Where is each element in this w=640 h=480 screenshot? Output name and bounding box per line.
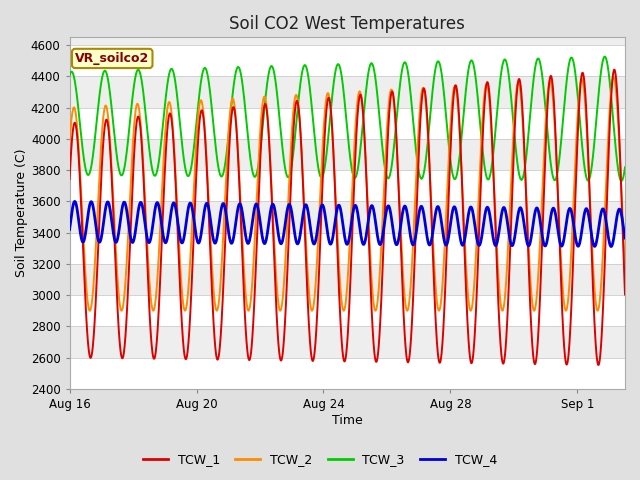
Bar [70,170,625,201]
Bar [70,264,625,295]
TCW_3 [503,61,511,67]
TCW_1 [321,129,329,135]
TCW_3 [621,165,629,170]
Bar [70,45,625,76]
TCW_1 [621,292,629,298]
TCW_4 [71,199,79,204]
Y-axis label: Soil Temperature (C): Soil Temperature (C) [15,149,28,277]
Bar [70,139,625,170]
TCW_2 [336,274,344,279]
TCW_2 [321,108,329,114]
TCW_3 [94,107,102,112]
TCW_4 [607,244,615,250]
Line: TCW_4: TCW_4 [70,202,625,247]
TCW_4 [321,213,329,218]
TCW_4 [94,237,102,242]
TCW_1 [503,324,511,330]
Line: TCW_1: TCW_1 [70,70,625,365]
TCW_3 [601,54,609,60]
TCW_3 [618,178,625,184]
Bar [70,358,625,389]
TCW_2 [372,308,380,313]
TCW_4 [503,218,511,224]
TCW_4 [605,237,612,243]
TCW_1 [94,251,102,257]
Legend: TCW_1, TCW_2, TCW_3, TCW_4: TCW_1, TCW_2, TCW_3, TCW_4 [138,448,502,471]
Bar [70,108,625,139]
TCW_3 [66,72,74,78]
Line: TCW_2: TCW_2 [70,77,625,311]
Text: VR_soilco2: VR_soilco2 [75,52,149,65]
TCW_4 [621,235,629,241]
Line: TCW_3: TCW_3 [70,57,625,181]
TCW_2 [503,261,511,267]
TCW_4 [605,239,613,244]
TCW_1 [605,144,612,150]
TCW_1 [336,302,344,308]
TCW_3 [605,72,612,77]
Bar [70,233,625,264]
Bar [70,326,625,358]
TCW_3 [336,63,344,69]
TCW_2 [605,115,613,121]
TCW_4 [336,204,344,210]
Title: Soil CO2 West Temperatures: Soil CO2 West Temperatures [229,15,465,33]
Bar [70,14,625,45]
Bar [70,295,625,326]
TCW_2 [66,141,74,146]
TCW_1 [595,362,602,368]
X-axis label: Time: Time [332,414,363,427]
TCW_1 [66,176,74,182]
TCW_3 [321,163,329,169]
TCW_3 [605,74,613,80]
TCW_4 [66,227,74,232]
TCW_1 [611,67,618,72]
TCW_2 [621,266,629,272]
TCW_2 [610,74,618,80]
Bar [70,76,625,108]
TCW_1 [605,137,613,143]
Bar [70,201,625,233]
TCW_2 [94,203,102,208]
TCW_2 [605,120,612,126]
